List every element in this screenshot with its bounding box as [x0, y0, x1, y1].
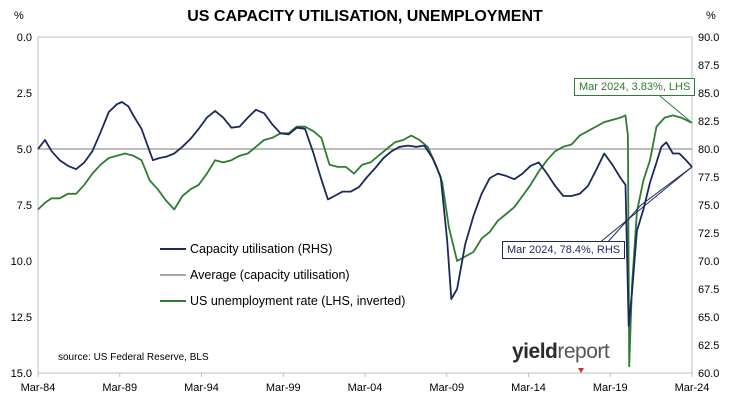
left-tick-label: 2.5 [17, 88, 32, 100]
series-capacity-line [37, 101, 693, 327]
logo-bold-text: yield [512, 340, 558, 363]
x-tick-label: Mar-99 [266, 382, 301, 394]
legend-label-unemployment: US unemployment rate (LHS, inverted) [190, 294, 406, 308]
right-tick-label: 70.0 [698, 256, 719, 268]
legend-label-average: Average (capacity utilisation) [190, 268, 350, 282]
x-tick-label: Mar-89 [102, 382, 137, 394]
legend-label-capacity: Capacity utilisation (RHS) [190, 242, 333, 256]
right-tick-label: 75.0 [698, 200, 719, 212]
left-tick-label: 5.0 [17, 144, 32, 156]
right-tick-label: 80.0 [698, 144, 719, 156]
right-tick-label: 60.0 [698, 368, 719, 380]
series-unemployment-line [37, 114, 693, 368]
logo-marker-icon [578, 368, 584, 373]
leader-unemployment [659, 95, 693, 124]
annotation-unemployment: Mar 2024, 3.83%, LHS [574, 78, 696, 96]
left-tick-label: 15.0 [11, 368, 32, 380]
x-tick-label: Mar-14 [511, 382, 546, 394]
annotation-capacity: Mar 2024, 78.4%, RHS [502, 241, 626, 259]
right-tick-label: 62.5 [698, 340, 719, 352]
x-tick-label: Mar-84 [21, 382, 56, 394]
legend-swatch-unemployment [160, 300, 186, 302]
x-tick-label: Mar-09 [429, 382, 464, 394]
left-axis-unit: % [14, 10, 24, 22]
right-axis-unit: % [706, 10, 716, 22]
legend-swatch-average [160, 274, 186, 276]
leader-layer [597, 95, 693, 245]
legend-item-unemployment: US unemployment rate (LHS, inverted) [160, 294, 405, 308]
x-tick-label: Mar-19 [593, 382, 628, 394]
x-tick-label: Mar-24 [675, 382, 710, 394]
logo-light-text: report [557, 340, 610, 363]
axes-layer: 0.0 2.5 5.0 7.5 10.0 12.5 15.0 60.0 62.5 65.0 67.5… [11, 32, 720, 394]
right-tick-label: 77.5 [698, 172, 719, 184]
legend-item-average: Average (capacity utilisation) [160, 268, 350, 282]
right-tick-label: 85.0 [698, 88, 719, 100]
x-tick-label: Mar-04 [348, 382, 383, 394]
right-tick-label: 87.5 [698, 60, 719, 72]
legend-swatch-capacity [160, 248, 186, 250]
right-tick-label: 72.5 [698, 228, 719, 240]
chart-title: US CAPACITY UTILISATION, UNEMPLOYMENT [187, 8, 543, 25]
left-tick-label: 10.0 [11, 256, 32, 268]
series-layer [37, 101, 693, 368]
legend-item-capacity: Capacity utilisation (RHS) [160, 242, 332, 256]
x-tick-label: Mar-94 [184, 382, 219, 394]
right-tick-label: 67.5 [698, 284, 719, 296]
right-tick-label: 90.0 [698, 32, 719, 44]
source-note: source: US Federal Reserve, BLS [58, 352, 209, 363]
left-tick-label: 12.5 [11, 312, 32, 324]
leader-capacity-2 [605, 204, 642, 245]
leader-capacity-1 [597, 166, 693, 245]
right-tick-label: 82.5 [698, 116, 719, 128]
left-tick-label: 7.5 [17, 200, 32, 212]
yieldreport-logo: yieldreport [512, 340, 610, 364]
right-tick-label: 65.0 [698, 312, 719, 324]
leader-capacity-3 [640, 166, 693, 206]
left-tick-label: 0.0 [17, 32, 32, 44]
